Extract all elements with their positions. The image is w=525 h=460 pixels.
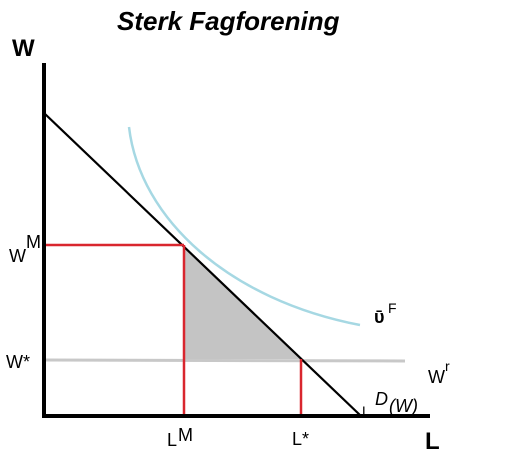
lstar-label: L* <box>292 429 309 449</box>
wstar-label: W* <box>6 352 30 372</box>
uf-label-base: ῡ <box>374 307 384 327</box>
union-indifference-curve <box>127 126 361 327</box>
ld-label-arg: (W) <box>389 396 418 416</box>
ld-label-base: L <box>362 403 370 419</box>
x-axis-name: L <box>425 428 440 455</box>
wm-label-base: W <box>9 246 26 266</box>
wr-label-sup: r <box>445 358 450 374</box>
y-axis-name: W <box>12 35 35 62</box>
uf-label-sup: F <box>388 300 397 316</box>
lm-label-base: L <box>167 430 177 450</box>
lm-label-sup: M <box>178 425 193 445</box>
reservation-wage-line <box>44 358 406 363</box>
diagram-title: Sterk Fagforening <box>117 6 340 36</box>
ld-label-sup: D <box>375 389 388 409</box>
labor-demand-curve <box>43 112 362 417</box>
wm-label-sup: M <box>26 232 41 252</box>
wr-label-base: W <box>428 367 445 387</box>
